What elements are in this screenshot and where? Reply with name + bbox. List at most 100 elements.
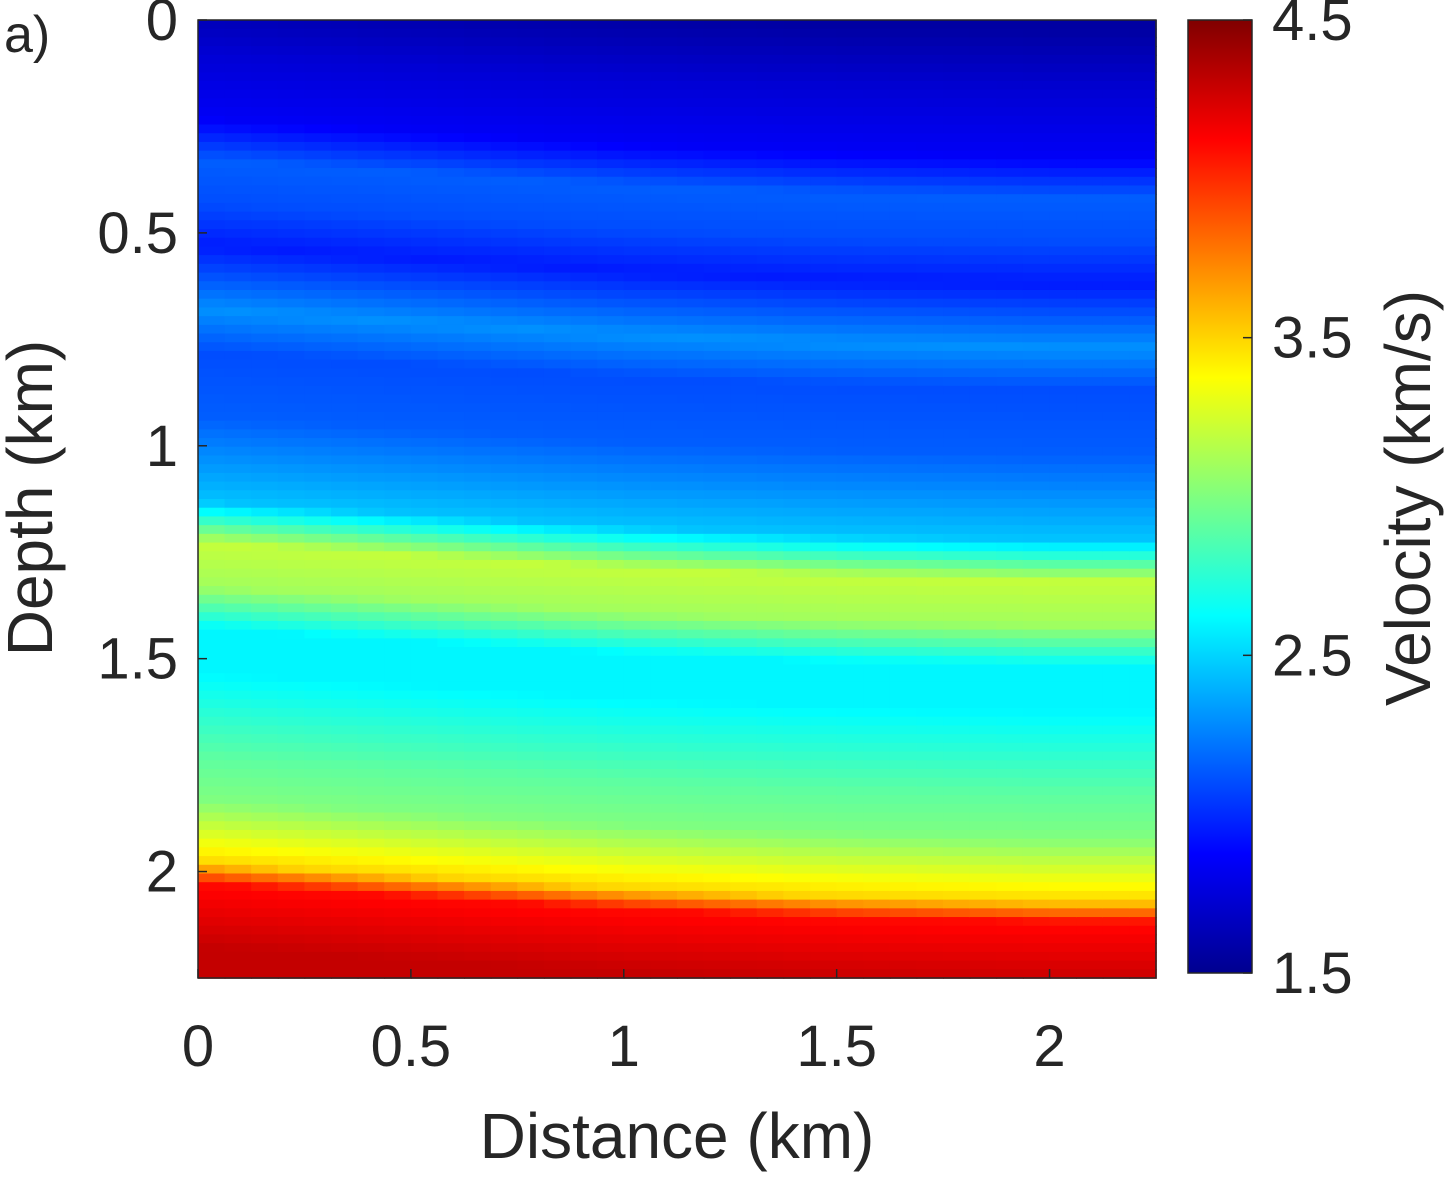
heatmap-cell	[943, 185, 971, 195]
heatmap-cell	[783, 37, 811, 47]
heatmap-cell	[517, 620, 545, 631]
heatmap-cell	[198, 168, 226, 178]
heatmap-cell	[331, 368, 359, 378]
heatmap-cell	[331, 429, 359, 439]
heatmap-cell	[969, 908, 998, 918]
heatmap-cell	[730, 490, 758, 500]
heatmap-cell	[437, 899, 465, 910]
heatmap-cell	[916, 229, 944, 239]
heatmap-cell	[543, 795, 572, 805]
heatmap-cell	[437, 620, 465, 631]
heatmap-cell	[756, 638, 785, 648]
heatmap-cell	[836, 385, 865, 396]
heatmap-cell	[437, 72, 465, 82]
heatmap-cell	[677, 777, 705, 788]
heatmap-cell	[1102, 281, 1131, 291]
heatmap-cell	[517, 133, 545, 143]
heatmap-cell	[198, 821, 226, 831]
heatmap-cell	[810, 751, 838, 762]
heatmap-cell	[384, 507, 412, 518]
heatmap-cell	[1049, 429, 1077, 439]
heatmap-cell	[331, 507, 359, 518]
heatmap-cell	[756, 960, 785, 971]
heatmap-cell	[1076, 864, 1104, 875]
heatmap-cell	[543, 80, 572, 91]
heatmap-cell	[650, 316, 678, 326]
heatmap-cell	[623, 568, 652, 579]
heatmap-cell	[490, 856, 519, 866]
heatmap-cell	[730, 943, 758, 953]
heatmap-cell	[437, 28, 465, 39]
heatmap-cell	[1102, 777, 1131, 788]
heatmap-cell	[597, 490, 625, 500]
heatmap-cell	[677, 699, 705, 709]
heatmap-cell	[756, 829, 785, 840]
heatmap-cell	[277, 20, 306, 30]
heatmap-cell	[943, 890, 971, 901]
heatmap-cell	[836, 594, 865, 605]
heatmap-cell	[357, 951, 386, 962]
heatmap-cell	[730, 385, 758, 396]
heatmap-cell	[517, 655, 545, 666]
heatmap-cell	[730, 664, 758, 674]
heatmap-cell	[916, 289, 944, 300]
heatmap-cell	[650, 960, 678, 971]
heatmap-cell	[277, 377, 306, 387]
heatmap-cell	[1102, 377, 1131, 387]
heatmap-cell	[224, 681, 253, 692]
heatmap-cell	[1076, 202, 1104, 213]
heatmap-cell	[943, 708, 971, 718]
heatmap-cell	[969, 681, 998, 692]
heatmap-cell	[889, 742, 918, 753]
heatmap-cell	[836, 429, 865, 439]
y-tick-label: 0	[146, 0, 178, 53]
heatmap-cell	[490, 586, 519, 596]
heatmap-cell	[810, 603, 838, 614]
heatmap-cell	[1129, 333, 1157, 344]
heatmap-cell	[810, 220, 838, 230]
heatmap-cell	[304, 107, 332, 117]
heatmap-cell	[277, 821, 306, 831]
heatmap-cell	[730, 777, 758, 788]
heatmap-cell	[597, 342, 625, 352]
heatmap-cell	[810, 873, 838, 883]
heatmap-cell	[437, 429, 465, 439]
heatmap-cell	[198, 28, 226, 39]
heatmap-cell	[836, 620, 865, 631]
heatmap-cell	[1129, 768, 1157, 779]
heatmap-cell	[517, 272, 545, 283]
heatmap-cell	[650, 542, 678, 553]
heatmap-cell	[623, 629, 652, 640]
heatmap-cell	[677, 812, 705, 823]
heatmap-cell	[623, 655, 652, 666]
heatmap-cell	[331, 699, 359, 709]
heatmap-cell	[597, 438, 625, 448]
heatmap-cell	[224, 829, 253, 840]
heatmap-cell	[783, 28, 811, 39]
heatmap-cell	[490, 481, 519, 492]
heatmap-cell	[889, 734, 918, 744]
heatmap-cell	[863, 821, 891, 831]
heatmap-cell	[224, 281, 253, 291]
heatmap-cell	[1049, 943, 1077, 953]
heatmap-cell	[756, 969, 785, 979]
heatmap-cell	[756, 838, 785, 849]
heatmap-cell	[730, 542, 758, 553]
heatmap-cell	[916, 333, 944, 344]
heatmap-cell	[810, 263, 838, 274]
heatmap-cell	[836, 176, 865, 187]
heatmap-cell	[331, 786, 359, 796]
heatmap-cell	[198, 359, 226, 370]
heatmap-cell	[756, 141, 785, 152]
heatmap-cell	[756, 28, 785, 39]
heatmap-cell	[783, 194, 811, 204]
heatmap-cell	[224, 890, 253, 901]
heatmap-cell	[863, 943, 891, 953]
heatmap-cell	[1049, 37, 1077, 47]
heatmap-cell	[756, 499, 785, 509]
heatmap-cell	[836, 934, 865, 944]
heatmap-cell	[304, 289, 332, 300]
heatmap-cell	[730, 681, 758, 692]
heatmap-cell	[304, 838, 332, 849]
heatmap-cell	[889, 708, 918, 718]
